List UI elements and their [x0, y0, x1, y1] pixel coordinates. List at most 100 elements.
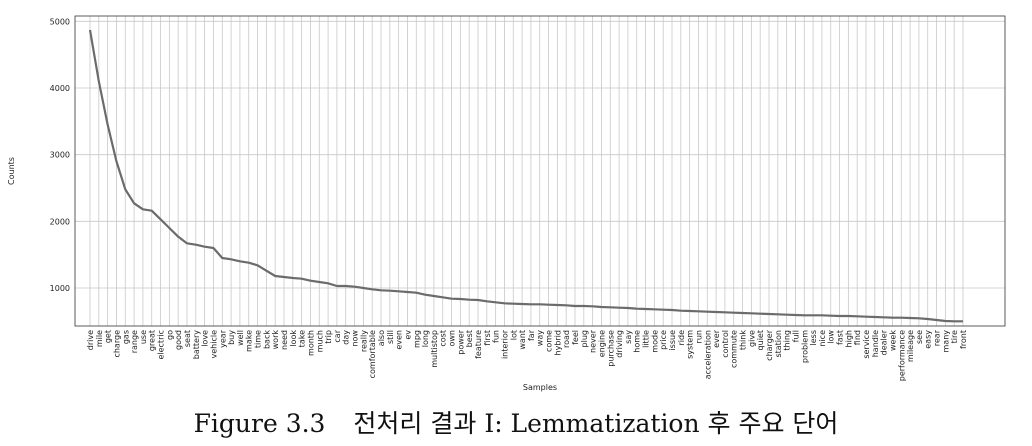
x-tick-label: problem — [800, 330, 809, 363]
y-tick-label: 2000 — [50, 217, 70, 226]
x-tick-label: give — [747, 330, 756, 347]
x-tick-label: well — [236, 330, 245, 346]
x-tick-label: day — [342, 330, 351, 345]
x-tick-label: quiet — [756, 330, 765, 350]
x-tick-label: work — [271, 330, 280, 350]
x-tick-label: long — [421, 330, 430, 347]
y-tick-label: 1000 — [50, 284, 70, 293]
y-tick-label: 3000 — [50, 151, 70, 160]
x-tick-label: now — [351, 330, 360, 347]
x-tick-label: engine — [597, 330, 606, 357]
x-tick-label: cost — [439, 330, 448, 347]
x-tick-label: get — [104, 330, 113, 343]
x-tick-label: think — [739, 330, 748, 351]
chart-figure: 1000 2000 3000 4000 5000 drive mile get charge g… — [7, 15, 1006, 392]
figure-caption-text: 전처리 결과 I: Lemmatization 후 주요 단어 — [353, 409, 839, 438]
x-tick-label: also — [377, 330, 386, 346]
x-tick-label: comfortable — [368, 330, 377, 378]
x-tick-label: go — [165, 330, 174, 340]
x-tick-label: power — [456, 329, 465, 354]
x-tick-label: trip — [324, 330, 333, 344]
x-tick-label: love — [201, 330, 210, 347]
x-tick-label: good — [174, 330, 183, 350]
x-tick-label: rear — [933, 329, 942, 346]
x-tick-label: fast — [836, 330, 845, 345]
y-tick-label: 4000 — [50, 84, 70, 93]
x-tick-label: thing — [783, 330, 792, 351]
x-tick-label: hybrid — [553, 330, 562, 355]
x-tick-label: month — [306, 330, 315, 356]
x-tick-label: issue — [668, 330, 677, 351]
x-tick-label: commute — [730, 330, 739, 368]
x-tick-label: really — [359, 330, 368, 352]
x-tick-label: high — [844, 330, 853, 347]
x-tick-label: many — [941, 330, 950, 353]
x-tick-label: little — [642, 330, 651, 348]
y-tick-label: 5000 — [50, 17, 70, 26]
x-tick-label: multistop — [430, 330, 439, 368]
x-tick-label: best — [465, 330, 474, 347]
x-axis-label: Samples — [523, 383, 557, 392]
counts-series-line — [88, 29, 963, 323]
figure-caption: Figure 3.3 전처리 결과 I: Lemmatization 후 주요 … — [0, 404, 1032, 444]
x-tick-label: great — [148, 330, 157, 351]
x-tick-label: gas — [121, 330, 130, 344]
x-tick-label: even — [395, 330, 404, 350]
x-tick-label: first — [483, 330, 492, 346]
x-tick-label: feature — [474, 330, 483, 359]
x-tick-label: still — [386, 330, 395, 344]
x-tick-label: take — [298, 330, 307, 347]
x-tick-label: ev — [403, 330, 412, 340]
x-tick-label: ride — [677, 330, 686, 346]
x-tick-label: far — [527, 329, 536, 341]
x-tick-label: home — [633, 330, 642, 353]
x-tick-label: buy — [227, 330, 236, 345]
x-tick-label: road — [562, 330, 571, 348]
x-tick-label: charger — [765, 329, 774, 361]
x-tick-label: car — [333, 329, 342, 342]
x-tick-label: mpg — [412, 330, 421, 348]
x-tick-label: nice — [818, 330, 827, 347]
x-tick-label: plug — [580, 330, 589, 347]
x-tick-label: make — [245, 330, 254, 352]
x-tick-label: interior — [500, 329, 509, 359]
x-tick-label: acceleration — [703, 330, 712, 379]
x-tick-label: mode — [650, 330, 659, 353]
x-tick-label: vehicle — [209, 330, 218, 359]
x-tick-label: handle — [871, 330, 880, 357]
x-tick-label: feel — [571, 330, 580, 345]
x-tick-label: run — [694, 330, 703, 343]
x-tick-label: year — [218, 329, 227, 348]
x-tick-label: mileage — [906, 330, 915, 362]
x-tick-label: less — [809, 330, 818, 345]
x-tick-label: driving — [615, 330, 624, 358]
x-tick-label: seat — [183, 330, 192, 347]
x-tick-label: time — [254, 330, 263, 348]
x-tick-label: full — [791, 330, 800, 342]
x-tick-label: find — [853, 330, 862, 345]
x-tick-label: back — [262, 330, 271, 349]
x-tick-label: want — [518, 330, 527, 350]
x-tick-label: look — [289, 330, 298, 347]
plot-frame — [74, 15, 1006, 327]
x-tick-label: way — [536, 330, 545, 346]
x-tick-label: mile — [95, 330, 104, 347]
x-tick-label: low — [827, 330, 836, 344]
x-tick-label: front — [959, 330, 968, 349]
x-tick-label: never — [589, 329, 598, 353]
x-tick-label: week — [888, 330, 897, 351]
x-tick-label: come — [545, 330, 554, 352]
x-tick-label: station — [774, 330, 783, 358]
x-tick-label: charge — [112, 330, 121, 358]
y-axis-label: Counts — [7, 157, 16, 185]
x-tick-label: own — [448, 330, 457, 347]
x-tick-label: range — [130, 330, 139, 353]
x-tick-label: service — [862, 330, 871, 359]
x-tick-label: see — [915, 330, 924, 344]
x-tick-label: performance — [897, 330, 906, 381]
x-tick-label: drive — [86, 330, 95, 350]
x-tick-label: control — [721, 330, 730, 358]
x-tick-label: need — [280, 330, 289, 350]
x-tick-label: say — [624, 330, 633, 344]
